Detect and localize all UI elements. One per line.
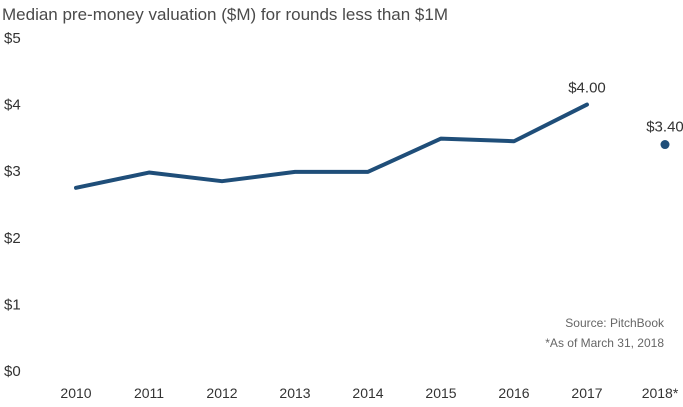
y-tick-label: $3 bbox=[4, 163, 21, 180]
y-axis: $0 $1 $2 $3 $4 $5 bbox=[4, 30, 21, 380]
y-tick-label: $0 bbox=[4, 363, 21, 380]
source-note: Source: PitchBook bbox=[565, 316, 665, 330]
x-tick-label: 2013 bbox=[279, 385, 310, 401]
x-tick-label: 2014 bbox=[352, 385, 383, 401]
footnote: *As of March 31, 2018 bbox=[545, 336, 664, 350]
y-tick-label: $4 bbox=[4, 97, 21, 114]
series-line bbox=[74, 102, 589, 190]
data-labels: $4.00 $3.40 bbox=[568, 80, 683, 136]
series-group bbox=[74, 102, 670, 190]
x-tick-label: 2016 bbox=[498, 385, 529, 401]
y-tick-label: $2 bbox=[4, 230, 21, 247]
data-label: $3.40 bbox=[646, 119, 683, 136]
x-axis: 2010 2011 2012 2013 2014 2015 2016 2017 2018* bbox=[60, 385, 678, 401]
x-tick-label: 2012 bbox=[206, 385, 237, 401]
x-tick-label: 2011 bbox=[134, 385, 164, 401]
x-tick-label: 2017 bbox=[571, 385, 602, 401]
x-tick-label: 2010 bbox=[60, 385, 91, 401]
data-point bbox=[660, 140, 670, 150]
x-tick-label: 2018* bbox=[642, 385, 679, 401]
y-tick-label: $1 bbox=[4, 296, 21, 313]
y-tick-label: $5 bbox=[4, 30, 21, 47]
data-label: $4.00 bbox=[568, 80, 606, 97]
chart-title: Median pre-money valuation ($M) for roun… bbox=[2, 5, 448, 24]
x-tick-label: 2015 bbox=[425, 385, 456, 401]
